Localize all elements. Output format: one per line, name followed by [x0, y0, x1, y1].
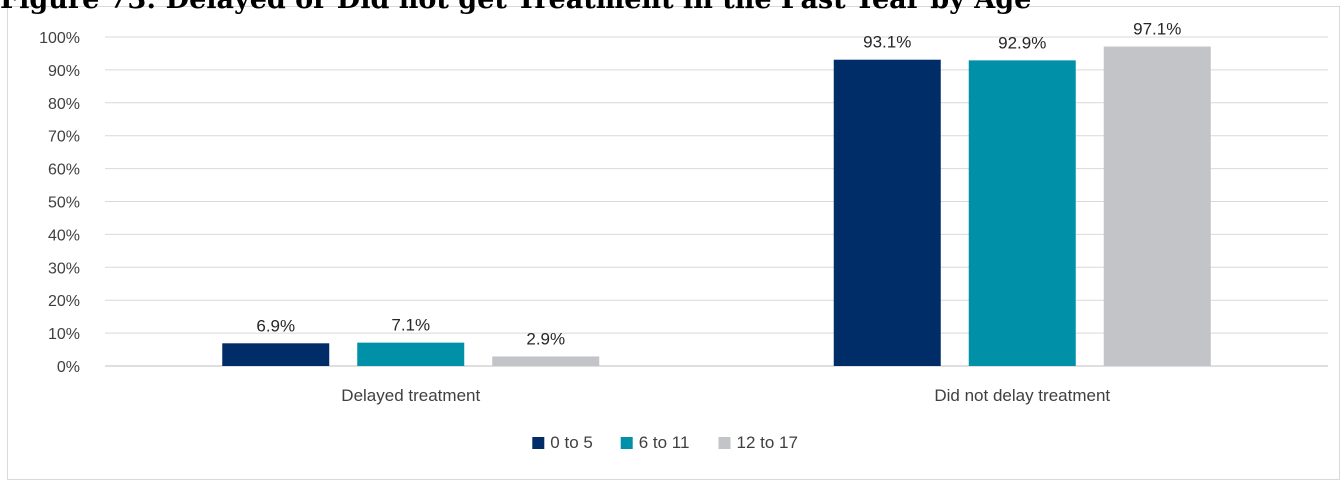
y-tick-label: 0%	[57, 359, 80, 376]
data-label: 6.9%	[256, 316, 295, 335]
y-tick-label: 100%	[39, 30, 80, 47]
data-label: 93.1%	[863, 33, 911, 52]
data-label: 7.1%	[391, 316, 430, 335]
bar	[1103, 46, 1211, 366]
bar	[833, 59, 941, 367]
y-tick-label: 20%	[48, 293, 80, 310]
y-tick-label: 90%	[48, 63, 80, 80]
data-label: 92.9%	[998, 33, 1046, 52]
y-tick-label: 30%	[48, 260, 80, 277]
legend-swatch	[532, 437, 545, 449]
y-tick-label: 80%	[48, 96, 80, 113]
chart-title: Figure 73: Delayed or Did not get Treatm…	[0, 0, 1031, 15]
legend-swatch	[718, 437, 731, 449]
y-tick-label: 40%	[48, 227, 80, 244]
chart-area	[7, 6, 1340, 480]
legend-swatch	[620, 437, 633, 449]
x-category-label: Delayed treatment	[341, 386, 480, 405]
bar	[357, 342, 465, 366]
legend-label: 12 to 17	[737, 433, 798, 452]
data-label: 2.9%	[526, 329, 565, 348]
bar	[492, 356, 600, 366]
y-tick-label: 50%	[48, 195, 80, 212]
x-category-label: Did not delay treatment	[934, 386, 1110, 405]
y-tick-label: 70%	[48, 129, 80, 146]
bar	[222, 343, 330, 366]
data-label: 97.1%	[1133, 20, 1181, 39]
legend-label: 0 to 5	[550, 433, 593, 452]
y-tick-label: 10%	[48, 326, 80, 343]
legend-label: 6 to 11	[639, 433, 690, 452]
y-tick-label: 60%	[48, 162, 80, 179]
bar	[968, 60, 1076, 366]
